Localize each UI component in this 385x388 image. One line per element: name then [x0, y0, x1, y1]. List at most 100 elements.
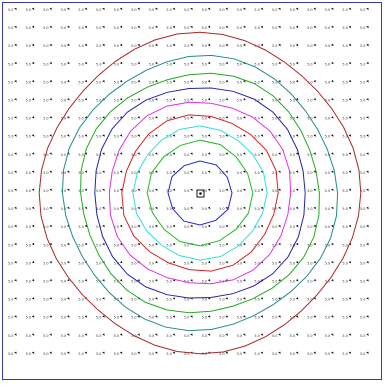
grid-cell: 5.0: [219, 61, 228, 66]
grid-cell: 5.0: [307, 25, 316, 30]
cell-glyph: [84, 98, 88, 101]
cell-glyph: [137, 224, 140, 228]
grid-cell: 5.0: [8, 25, 17, 30]
cell-glyph: [14, 297, 17, 300]
cell-label: 5.0: [219, 207, 224, 211]
cell-glyph: [31, 134, 35, 137]
grid-cell: 5.0: [8, 333, 17, 338]
grid-cell: 5.0: [26, 297, 35, 302]
grid-cell: 5.0: [307, 7, 316, 12]
cell-label: 5.0: [219, 316, 224, 320]
cell-label: 5.0: [26, 117, 31, 121]
cell-label: 5.0: [325, 117, 330, 121]
grid-cell: 5.0: [342, 43, 352, 48]
cell-label: 5.0: [184, 207, 189, 211]
grid-cell: 5.0: [43, 261, 52, 265]
cell-glyph: [190, 7, 193, 10]
cell-label: 5.0: [61, 44, 66, 48]
grid-cell: 5.0: [114, 315, 123, 320]
grid-cell: 5.0: [114, 297, 123, 302]
cell-label: 5.0: [149, 62, 154, 66]
cell-glyph: [190, 43, 193, 47]
cell-glyph: [172, 242, 176, 246]
cell-glyph: [190, 80, 193, 83]
cell-glyph: [49, 170, 52, 173]
cell-label: 5.0: [96, 207, 101, 211]
cell-label: 5.0: [237, 62, 242, 66]
grid-cell: 5.0: [342, 206, 352, 211]
grid-cell: 5.0: [237, 333, 246, 338]
cell-label: 5.0: [96, 62, 101, 66]
cell-glyph: [155, 116, 158, 119]
cell-label: 5.0: [184, 352, 189, 356]
grid-cell: 5.0: [184, 206, 193, 211]
cell-glyph: [225, 152, 228, 155]
cell-label: 5.0: [184, 26, 189, 30]
grid-cell: 5.0: [254, 98, 264, 103]
cell-glyph: [243, 98, 246, 101]
grid-cell: 5.0: [342, 170, 352, 175]
cell-glyph: [331, 333, 334, 336]
grid-cell: 5.0: [325, 98, 334, 103]
cell-glyph: [295, 279, 299, 282]
cell-glyph: [313, 7, 316, 10]
contour-ring-8: [61, 54, 339, 332]
cell-glyph: [190, 188, 193, 191]
cell-glyph: [313, 279, 316, 282]
cell-glyph: [190, 98, 193, 101]
cell-label: 5.0: [78, 352, 83, 356]
cell-label: 5.0: [131, 117, 136, 121]
cell-glyph: [278, 224, 281, 228]
grid-cell: 5.0: [61, 351, 70, 356]
cell-label: 5.0: [307, 334, 312, 338]
grid-cell: 5.0: [43, 351, 52, 356]
cell-glyph: [49, 25, 52, 29]
cell-label: 5.0: [342, 62, 347, 66]
grid-cell: 5.0: [96, 206, 105, 211]
grid-cell: 5.0: [272, 279, 281, 284]
grid-cell: 5.0: [78, 134, 88, 139]
cell-label: 5.0: [166, 117, 171, 121]
grid-cell: 5.0: [219, 98, 228, 103]
grid-cell: 5.0: [342, 224, 352, 229]
grid-cell: 5.0: [360, 242, 369, 247]
cell-glyph: [172, 116, 176, 119]
cell-label: 5.0: [202, 261, 207, 265]
cell-label: 5.0: [43, 189, 48, 193]
cell-label: 5.0: [114, 26, 119, 30]
cell-glyph: [190, 134, 193, 137]
cell-glyph: [260, 297, 264, 300]
cell-label: 5.0: [272, 280, 277, 284]
cell-label: 5.0: [290, 261, 295, 265]
cell-glyph: [14, 98, 17, 101]
cell-glyph: [295, 333, 299, 336]
grid-cell: 5.0: [149, 261, 158, 265]
cell-glyph: [102, 7, 105, 10]
grid-cell: 5.0: [290, 279, 299, 284]
cell-glyph: [14, 25, 17, 29]
grid-cell: 5.0: [290, 242, 299, 247]
cell-glyph: [119, 279, 123, 282]
grid-cell: 5.0: [131, 43, 140, 48]
grid-cell: 5.0: [290, 188, 299, 193]
grid-cell: 5.0: [166, 351, 176, 356]
cell-label: 5.0: [237, 171, 242, 175]
cell-glyph: [31, 351, 35, 354]
grid-cell: 5.0: [96, 43, 105, 48]
grid-cell: 5.0: [61, 170, 70, 175]
cell-glyph: [84, 152, 88, 155]
cell-glyph: [207, 80, 211, 83]
cell-glyph: [31, 297, 35, 300]
grid-cell: 5.0: [131, 80, 140, 84]
cell-label: 5.0: [342, 225, 347, 229]
cell-glyph: [119, 315, 123, 318]
cell-label: 5.0: [184, 135, 189, 139]
cell-label: 5.0: [184, 8, 189, 12]
cell-label: 5.0: [8, 99, 13, 103]
grid-cell: 5.0: [96, 25, 105, 30]
grid-cell: 5.0: [61, 61, 70, 66]
cell-glyph: [313, 61, 316, 65]
cell-glyph: [31, 25, 35, 29]
grid-cell: 5.0: [26, 98, 35, 103]
grid-cell: 5.0: [131, 152, 140, 157]
